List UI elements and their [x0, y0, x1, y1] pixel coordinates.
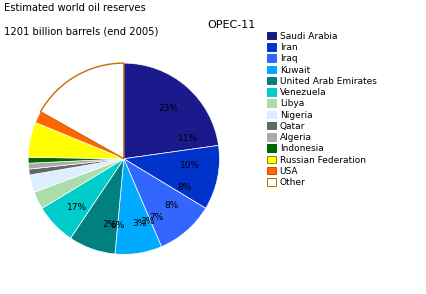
Wedge shape	[124, 159, 205, 247]
Wedge shape	[29, 159, 124, 175]
Text: 17%: 17%	[67, 203, 87, 212]
Text: Estimated world oil reserves: Estimated world oil reserves	[4, 3, 146, 13]
Wedge shape	[28, 157, 124, 163]
Text: 8%: 8%	[177, 183, 191, 192]
Text: 11%: 11%	[177, 134, 197, 143]
Wedge shape	[34, 159, 124, 208]
Text: 7%: 7%	[149, 213, 164, 222]
Wedge shape	[29, 159, 124, 192]
Wedge shape	[35, 112, 124, 159]
Text: 8%: 8%	[164, 201, 179, 210]
Text: 3%: 3%	[132, 219, 147, 228]
Wedge shape	[70, 159, 124, 254]
Text: 23%: 23%	[158, 104, 178, 113]
Wedge shape	[124, 63, 218, 159]
Text: 1201 billion barrels (end 2005): 1201 billion barrels (end 2005)	[4, 26, 158, 36]
Wedge shape	[42, 159, 124, 238]
Text: 2%: 2%	[102, 220, 117, 229]
Text: 6%: 6%	[110, 221, 124, 230]
Text: 3%: 3%	[140, 217, 154, 226]
Text: OPEC-11: OPEC-11	[207, 20, 255, 30]
Legend: Saudi Arabia, Iran, Iraq, Kuwait, United Arab Emirates, Venezuela, Libya, Nigeri: Saudi Arabia, Iran, Iraq, Kuwait, United…	[266, 32, 376, 187]
Wedge shape	[115, 159, 161, 254]
Wedge shape	[28, 159, 124, 169]
Wedge shape	[40, 63, 124, 159]
Text: 10%: 10%	[180, 161, 200, 171]
Wedge shape	[28, 123, 124, 159]
Wedge shape	[124, 146, 219, 208]
